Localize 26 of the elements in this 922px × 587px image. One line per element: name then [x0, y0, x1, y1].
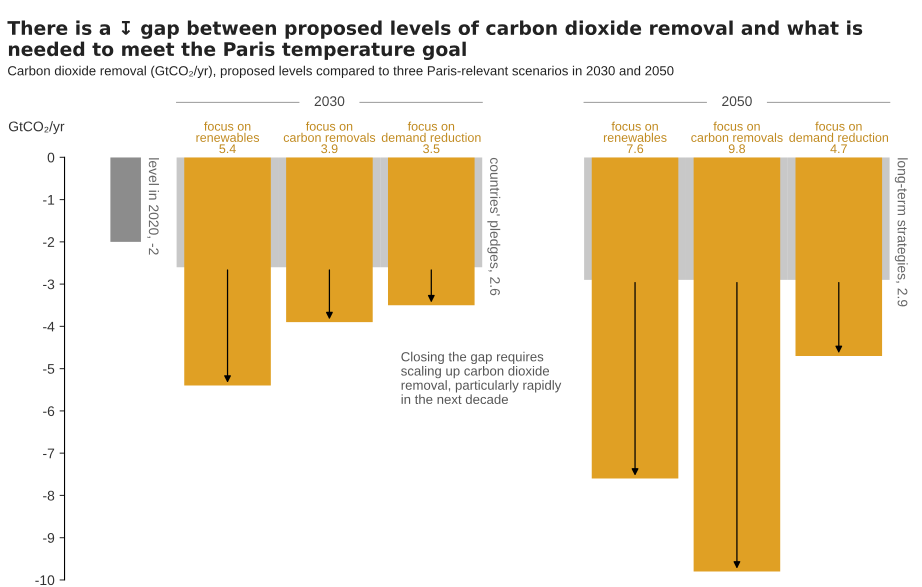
y-tick-label: 0 — [48, 152, 54, 162]
text: long-term strategies, 2.9 — [894, 158, 908, 306]
x-tick-label: focus on carbon removals 3.9 — [284, 122, 376, 154]
x-tick-label: focus on demand reduction 3.5 — [382, 122, 481, 154]
text: 2030 — [314, 96, 344, 106]
y-tick-label: -3 — [43, 279, 54, 290]
chart-subtitle: Carbon dioxide removal (GtCO₂/yr), proposed levels compared to three Paris-relevant scenarios in 2030 and 2050 — [8, 66, 674, 78]
chart-title: There is a ↧ gap between proposed levels of carbon dioxide removal and what is needed to meet the Paris temperature goal — [7, 20, 862, 60]
x-tick-label: focus on renewables 7.6 — [604, 122, 667, 154]
y-tick-label: -2 — [43, 237, 54, 247]
x-tick-label: focus on carbon removals 9.8 — [691, 122, 783, 154]
text: countries' pledges, 2.6 — [487, 158, 500, 296]
y-tick-label: -6 — [43, 406, 54, 416]
y-tick-label: -4 — [43, 322, 54, 332]
text: 2050 — [722, 96, 752, 106]
y-tick-label: -9 — [43, 533, 54, 543]
y-tick-label: -8 — [43, 490, 54, 501]
y-tick-label: -1 — [43, 195, 54, 205]
y-tick-label: -7 — [43, 448, 54, 458]
y-tick-label: -5 — [43, 364, 54, 374]
annotation: Closing the gap requires scaling up carbon dioxide removal, particularly rapidly in the next decade — [401, 352, 562, 404]
x-tick-label: focus on demand reduction 4.7 — [789, 122, 888, 154]
text: level in 2020, -2 — [147, 158, 159, 255]
y-tick-label: -10 — [35, 575, 54, 586]
y-axis-title: GtCO₂/yr — [8, 121, 64, 134]
x-tick-label: focus on renewables 5.4 — [196, 122, 260, 154]
